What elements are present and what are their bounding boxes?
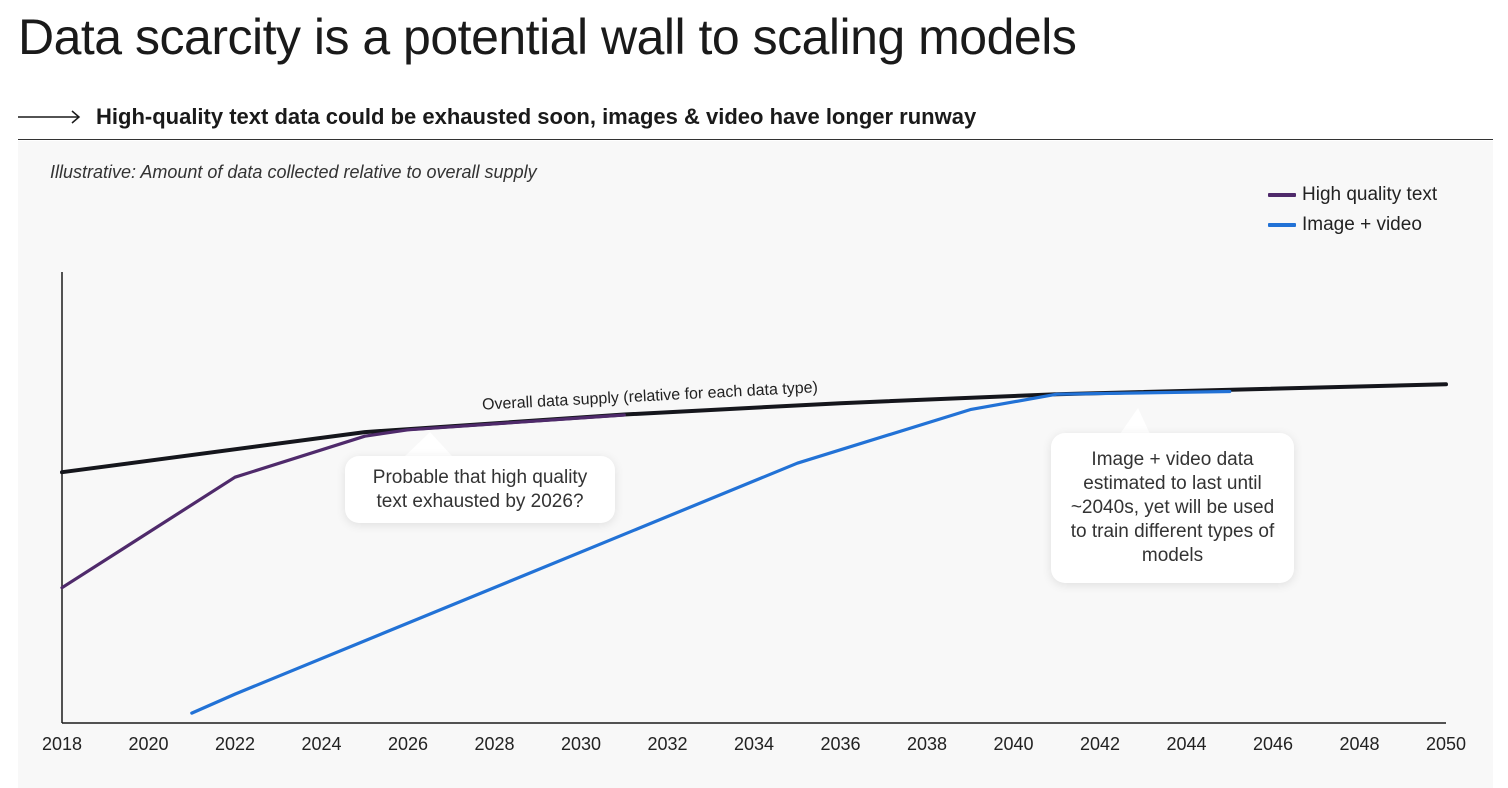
image-video-callout: Image + video data estimated to last unt… bbox=[1051, 433, 1294, 583]
x-tick-label-2040: 2040 bbox=[993, 734, 1033, 754]
chart-legend: High quality text Image + video bbox=[1268, 180, 1437, 240]
x-tick-label-2032: 2032 bbox=[647, 734, 687, 754]
x-tick-label-2020: 2020 bbox=[128, 734, 168, 754]
x-tick-label-2048: 2048 bbox=[1339, 734, 1379, 754]
x-tick-label-2026: 2026 bbox=[388, 734, 428, 754]
x-tick-label-2034: 2034 bbox=[734, 734, 774, 754]
text-exhaustion-callout: Probable that high quality text exhauste… bbox=[345, 456, 615, 523]
x-tick-label-2046: 2046 bbox=[1253, 734, 1293, 754]
x-tick-label-2024: 2024 bbox=[301, 734, 341, 754]
x-tick-label-2042: 2042 bbox=[1080, 734, 1120, 754]
legend-label-high-quality-text: High quality text bbox=[1302, 184, 1438, 205]
legend-swatch-high-quality-text bbox=[1268, 193, 1296, 197]
legend-item-image-video: Image + video bbox=[1268, 210, 1437, 240]
x-tick-label-2044: 2044 bbox=[1166, 734, 1206, 754]
series-high-quality-text bbox=[60, 413, 626, 590]
subheading-text: High-quality text data could be exhauste… bbox=[96, 104, 977, 129]
x-tick-label-2018: 2018 bbox=[42, 734, 82, 754]
x-tick-label-2030: 2030 bbox=[561, 734, 601, 754]
text-exhaustion-callout-text: Probable that high quality text exhauste… bbox=[372, 466, 588, 512]
legend-item-high-quality-text: High quality text bbox=[1268, 180, 1437, 210]
x-tick-label-2050: 2050 bbox=[1426, 734, 1466, 754]
x-tick-label-2038: 2038 bbox=[907, 734, 947, 754]
legend-swatch-image-video bbox=[1268, 223, 1296, 227]
x-tick-label-2028: 2028 bbox=[474, 734, 514, 754]
legend-label-image-video: Image + video bbox=[1302, 214, 1422, 235]
series-layer bbox=[60, 382, 1448, 715]
image-video-callout-text: Image + video data estimated to last unt… bbox=[1070, 449, 1275, 566]
series-image-video bbox=[190, 389, 1232, 715]
x-tick-label-2036: 2036 bbox=[820, 734, 860, 754]
x-axis-ticks: 2018 2020 2022 2024 2026 2028 2030 2032 2034 2036… bbox=[42, 734, 1466, 754]
x-tick-label-2022: 2022 bbox=[215, 734, 255, 754]
header-divider bbox=[18, 139, 1493, 140]
arrow-right-icon bbox=[18, 110, 81, 124]
subheading: High-quality text data could be exhauste… bbox=[18, 104, 976, 130]
chart-note: Illustrative: Amount of data collected r… bbox=[50, 162, 537, 182]
page-title: Data scarcity is a potential wall to sca… bbox=[18, 9, 1077, 65]
